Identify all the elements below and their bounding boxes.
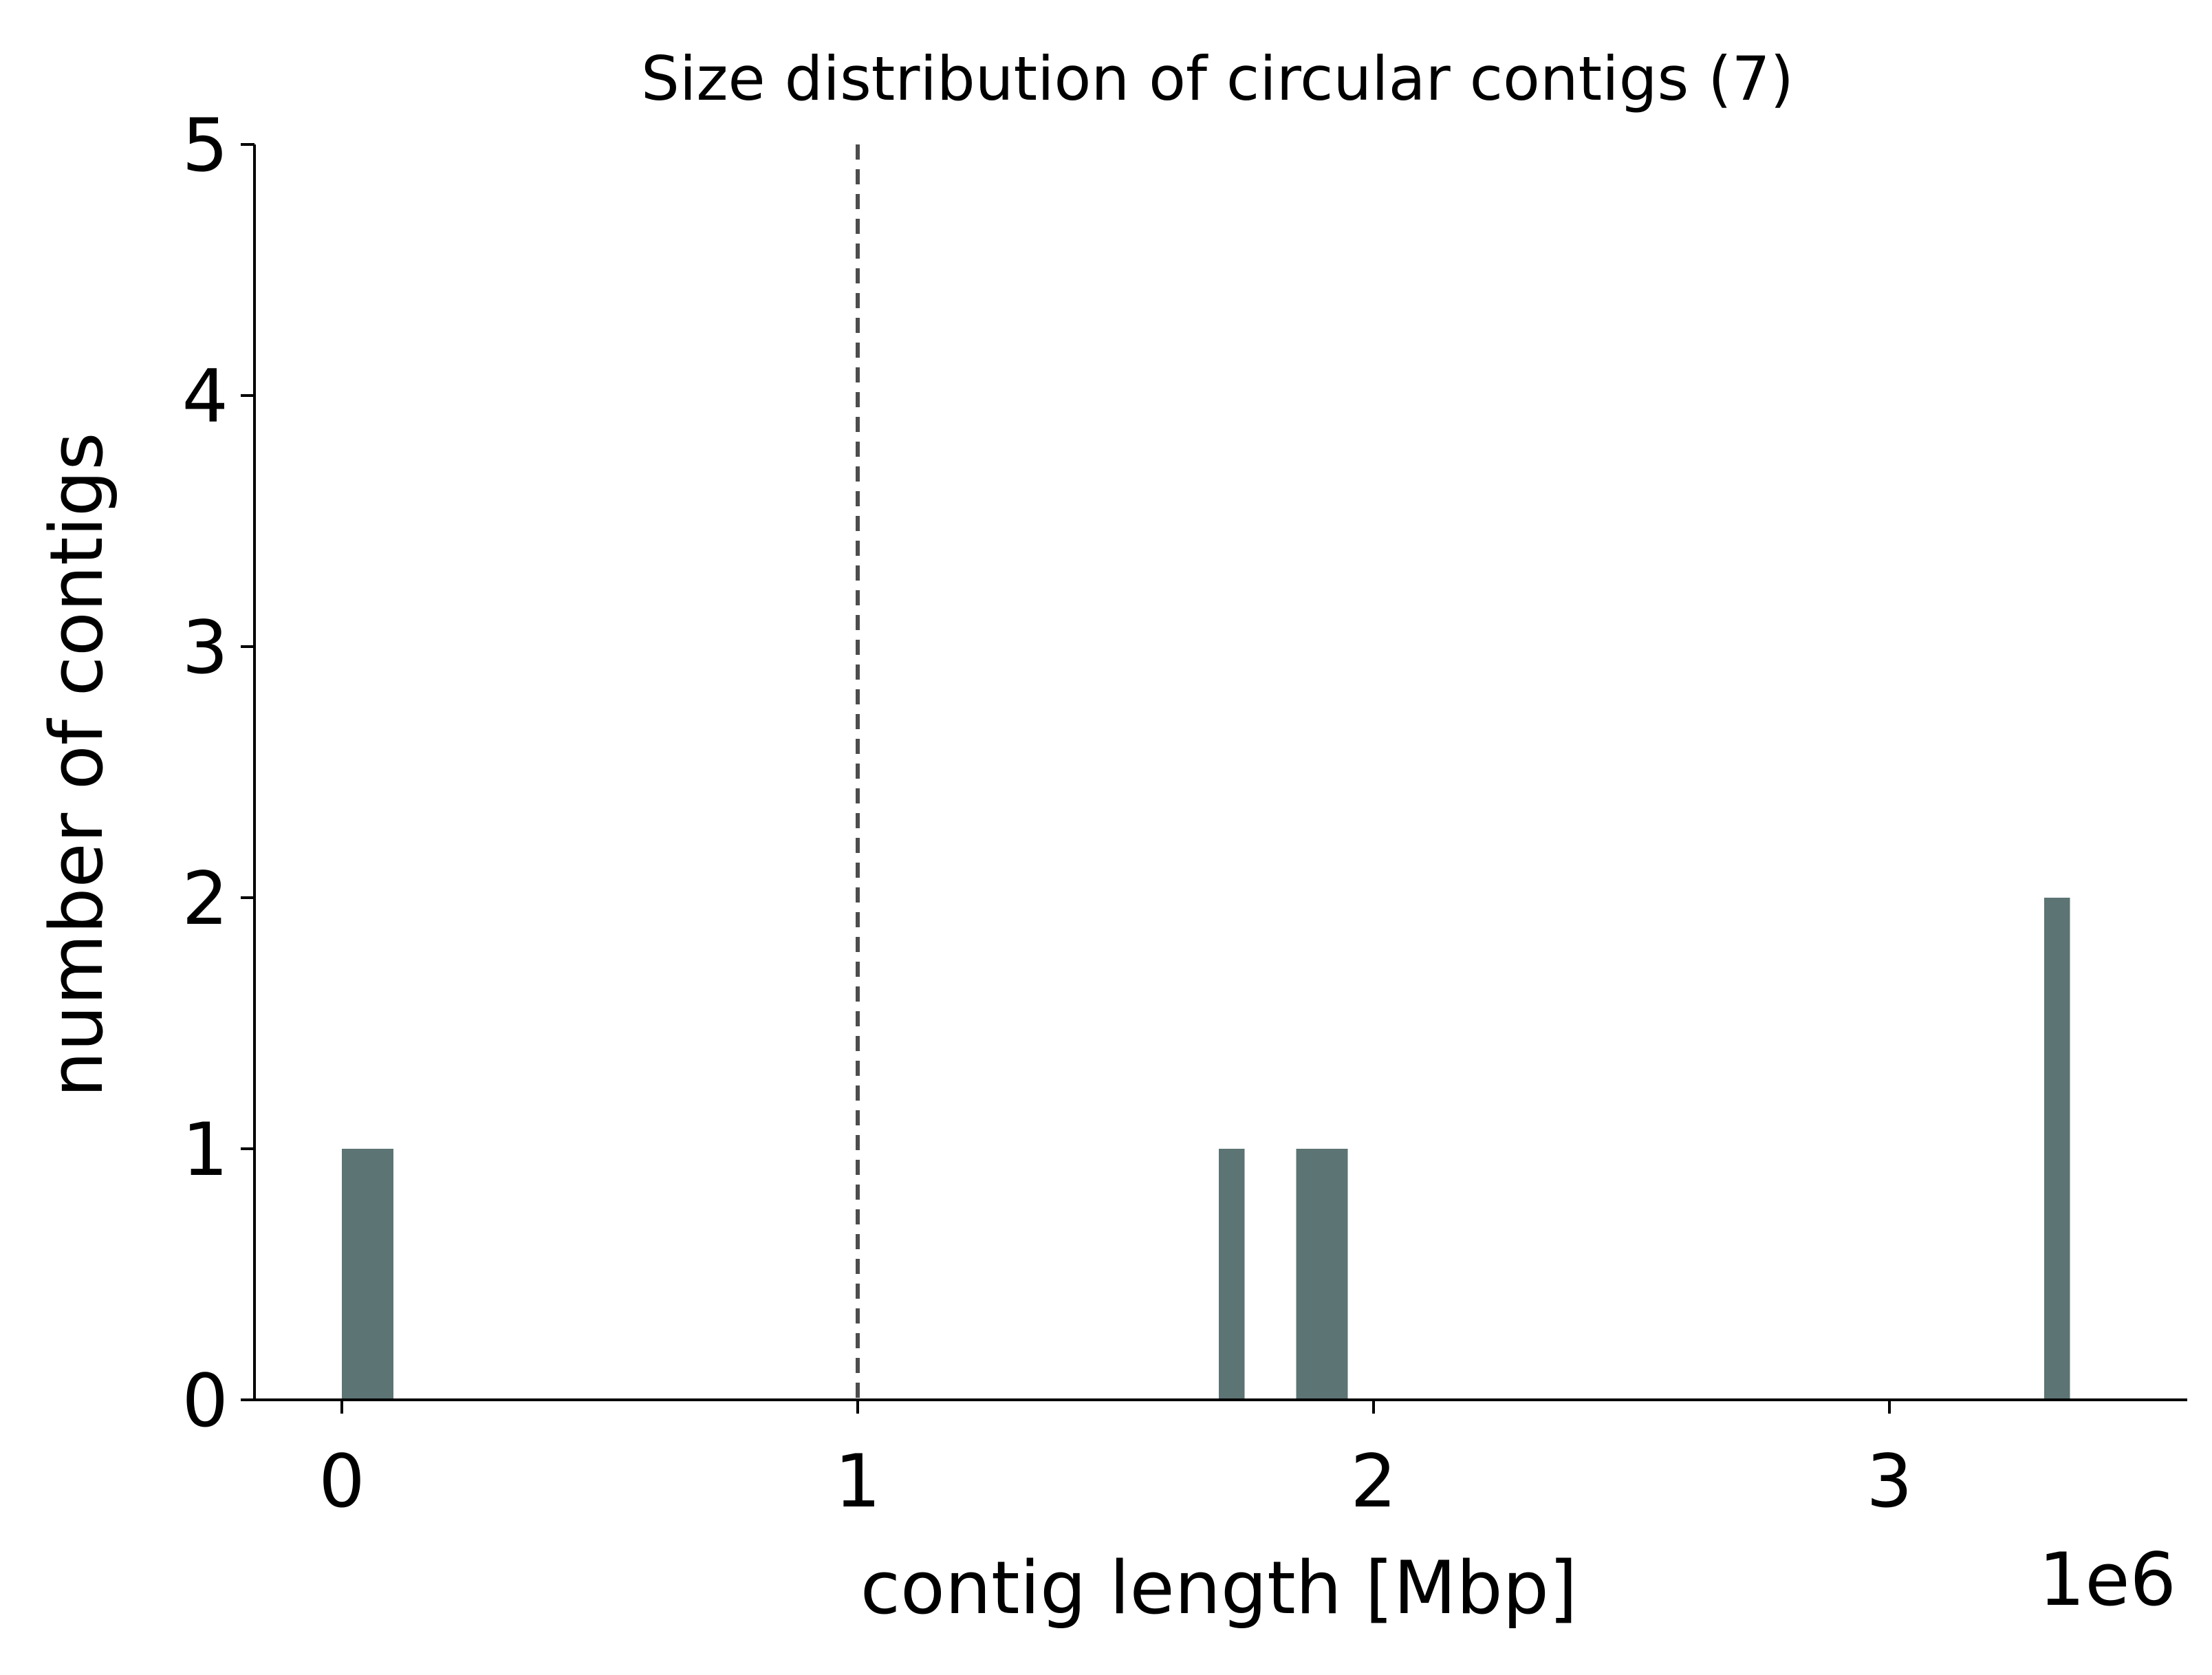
x-tick-label: 3 bbox=[1866, 1439, 1912, 1524]
x-tick-label: 1 bbox=[834, 1439, 880, 1524]
bars-layer bbox=[342, 898, 2070, 1400]
x-tick-label: 0 bbox=[318, 1439, 365, 1524]
histogram-bar-1 bbox=[342, 1149, 393, 1400]
y-axis-label: number of contigs bbox=[34, 432, 119, 1097]
y-tick-label: 3 bbox=[182, 605, 228, 690]
x-axis-ticks: 0 1 2 3 bbox=[318, 1400, 1913, 1524]
x-axis-offset-label: 1e6 bbox=[2039, 1537, 2176, 1622]
y-tick-label: 1 bbox=[182, 1107, 228, 1192]
x-axis-label: contig length [Mbp] bbox=[860, 1546, 1578, 1630]
y-axis-ticks: 0 1 2 3 4 5 bbox=[182, 103, 254, 1443]
x-tick-label: 2 bbox=[1350, 1439, 1396, 1524]
y-tick-label: 5 bbox=[182, 103, 228, 188]
y-tick-label: 0 bbox=[182, 1359, 228, 1443]
histogram-bar-2 bbox=[1219, 1149, 1245, 1400]
histogram-bar-3 bbox=[1296, 1149, 1348, 1400]
chart-title: Size distribution of circular contigs (7… bbox=[641, 43, 1794, 114]
y-tick-label: 4 bbox=[182, 354, 228, 439]
y-tick-label: 2 bbox=[182, 856, 228, 941]
histogram-bar-4 bbox=[2044, 898, 2070, 1400]
